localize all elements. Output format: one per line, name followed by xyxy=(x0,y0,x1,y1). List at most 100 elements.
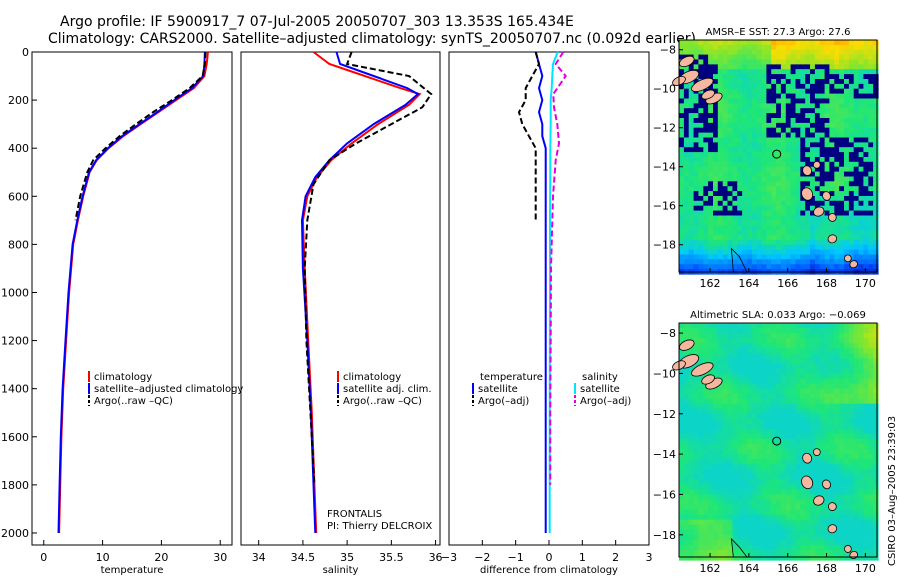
map-3-xtick-label: 168 xyxy=(816,277,837,290)
map-4-contour xyxy=(730,537,748,558)
panel-0-ytick-label: 2000 xyxy=(1,527,29,540)
map-3-ytick-label: −8 xyxy=(660,44,676,57)
panel-2-xtick-label: 1 xyxy=(579,551,586,564)
map-4-field xyxy=(679,323,879,561)
map-4-argo-marker xyxy=(772,436,782,446)
map-3-island-14 xyxy=(849,260,858,269)
map-4-xtick-label: 162 xyxy=(700,562,721,575)
map-4-island-1 xyxy=(691,362,714,377)
map-3-island-8 xyxy=(822,191,831,201)
panel-0-frame xyxy=(31,51,233,546)
panel-0-ytick-label: 1600 xyxy=(1,431,29,444)
map-4-island-7 xyxy=(801,475,814,490)
map-3-ytick-label: −16 xyxy=(653,200,676,213)
map-3-island-6 xyxy=(802,165,813,176)
panel-1-series-1 xyxy=(300,51,420,534)
panel-0-ytick-label: 0 xyxy=(22,46,29,59)
profile-layer: 0 10 20 30020040060080010001200140016001800… xyxy=(1,46,653,576)
panel-2-series-0 xyxy=(534,51,547,533)
panel-1-frame xyxy=(240,51,441,546)
panel-1-xtick-label: 36 xyxy=(429,551,443,564)
map-3-xtick-label: 170 xyxy=(855,277,876,290)
map-4-island-8 xyxy=(822,479,831,490)
panel-2-xtick-label: 0 xyxy=(546,551,553,564)
map-3-island-7 xyxy=(801,187,814,201)
panel-0-ytick-label: 1800 xyxy=(1,479,29,492)
figure-title-line1: Argo profile: IF 5900917_7 07-Jul-2005 2… xyxy=(60,14,574,30)
legend-salinity-entry-0: climatology xyxy=(343,372,401,383)
panel-1-series-0 xyxy=(301,51,422,534)
panel-0-ytick-label: 400 xyxy=(8,142,29,155)
map-3-contour xyxy=(730,247,748,273)
map-4-xtick-label: 166 xyxy=(777,562,798,575)
map-3-xtick-label: 166 xyxy=(777,277,798,290)
panel-0-xtick-label: 30 xyxy=(213,551,227,564)
panel-0-xtick-label: 0 xyxy=(40,551,47,564)
map-4-ytick-label: −18 xyxy=(653,529,676,542)
map-3-argo-marker xyxy=(772,149,782,159)
legend-temperature-entry-2: Argo(..raw –QC) xyxy=(94,396,173,407)
panel-2-xlabel: difference from climatology xyxy=(480,565,618,576)
panel-2-series-1 xyxy=(517,51,541,221)
map-4-ytick-label: −12 xyxy=(653,408,676,421)
map-3-ytick-label: −18 xyxy=(653,239,676,252)
panel-1-series-2 xyxy=(303,51,433,485)
map-3-ytick-label: −10 xyxy=(653,83,676,96)
panel-0-ytick-label: 1200 xyxy=(1,335,29,348)
map-4-island-13 xyxy=(812,448,821,457)
map-3-island-9 xyxy=(813,206,825,217)
map-4-xtick-label: 168 xyxy=(816,562,837,575)
panel-0-ytick-label: 800 xyxy=(8,238,29,251)
legend-diff-left-entry-0: satellite xyxy=(478,384,518,395)
panel-0-ytick-label: 200 xyxy=(8,94,29,107)
map-4-island-10 xyxy=(827,524,838,534)
map-4-frame xyxy=(678,322,878,558)
panel-0-series-2 xyxy=(74,51,207,221)
panel-2-xtick-label: 2 xyxy=(612,551,619,564)
map-4-ytick-label: −8 xyxy=(660,327,676,340)
panel-2-xtick-label: −2 xyxy=(474,551,490,564)
panel-2-series-3 xyxy=(549,51,567,485)
map-3-title: AMSR–E SST: 27.3 Argo: 27.6 xyxy=(705,27,850,38)
map-3-island-11 xyxy=(844,254,852,263)
panel-1-xlabel: salinity xyxy=(323,565,359,576)
panel-0-xtick-label: 20 xyxy=(154,551,168,564)
panel-0-series-0 xyxy=(58,51,209,534)
legend-temperature-entry-0: climatology xyxy=(94,372,152,383)
legend-diff-left-entry-1: Argo(–adj) xyxy=(478,396,529,407)
panel-1-xtick-label: 34.5 xyxy=(291,551,316,564)
legend-diff-left-title: temperature xyxy=(480,372,543,383)
panel-0-ytick-label: 1000 xyxy=(1,286,29,299)
map-3-island-5 xyxy=(701,89,715,100)
map-4-ytick-label: −14 xyxy=(653,448,676,461)
legend-salinity-entry-2: Argo(..raw –QC) xyxy=(343,396,422,407)
legend-salinity-entry-1: satellite adj. clim. xyxy=(343,384,432,395)
map-3-xtick-label: 164 xyxy=(738,277,759,290)
panel-0-xlabel: temperature xyxy=(101,565,164,576)
legend-diff-right-title: salinity xyxy=(582,372,618,383)
map-4-island-9 xyxy=(813,495,825,506)
legend-diff-right-entry-0: satellite xyxy=(580,384,620,395)
map-4-ytick-label: −10 xyxy=(653,367,676,380)
panel-2-xtick-label: 3 xyxy=(646,551,653,564)
map-4-island-12 xyxy=(827,502,837,511)
map-layer: 162 164 166 168 170 −8 −10 −12 −14 −16 −18 AMSR–E S… xyxy=(653,27,879,575)
map-3-ytick-label: −12 xyxy=(653,122,676,135)
map-4-island-11 xyxy=(844,545,852,553)
map-4-island-5 xyxy=(701,374,715,385)
map-3-island-13 xyxy=(812,160,821,169)
map-3-island-10 xyxy=(827,234,838,244)
salinity-annotation-0: FRONTALIS xyxy=(327,509,382,520)
map-3-ytick-label: −14 xyxy=(653,161,676,174)
panel-2-xtick-label: −3 xyxy=(441,551,457,564)
panel-0-ytick-label: 1400 xyxy=(1,383,29,396)
map-4-island-6 xyxy=(802,452,813,464)
legend-temperature-entry-1: satellite–adjusted climatology xyxy=(94,384,243,395)
figure-title-line2: Climatology: CARS2000. Satellite–adjuste… xyxy=(48,31,696,47)
panel-0-ytick-label: 600 xyxy=(8,190,29,203)
panel-1-xtick-label: 34 xyxy=(252,551,266,564)
map-3-frame xyxy=(678,39,878,273)
map-3-field xyxy=(679,40,879,275)
map-4-title: Altimetric SLA: 0.033 Argo: −0.069 xyxy=(690,310,866,321)
